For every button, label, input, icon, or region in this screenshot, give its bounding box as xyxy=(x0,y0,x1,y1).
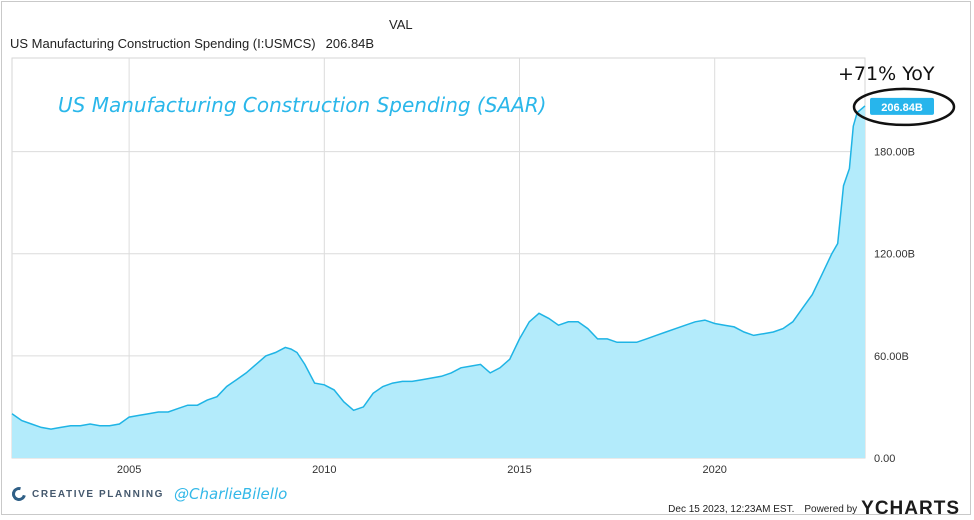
series-header: US Manufacturing Construction Spending (… xyxy=(10,36,374,51)
last-value-label: 206.84B xyxy=(881,102,923,114)
y-tick-label: 0.00 xyxy=(874,453,895,465)
timestamp: Dec 15 2023, 12:23AM EST. xyxy=(668,504,795,515)
chart-title: US Manufacturing Construction Spending (… xyxy=(58,93,547,117)
series-name: US Manufacturing Construction Spending (… xyxy=(10,36,316,51)
creative-planning-logo-icon xyxy=(9,484,29,504)
x-tick-label: 2020 xyxy=(702,464,726,476)
highlight-ellipse xyxy=(852,87,956,127)
y-tick-label: 60.00B xyxy=(874,351,909,363)
source-footer: Dec 15 2023, 12:23AM EST. Powered by YCH… xyxy=(668,496,960,519)
brand-footer: CREATIVE PLANNING @CharlieBilello xyxy=(9,484,288,504)
powered-by-label: Powered by xyxy=(804,504,858,515)
yoy-annotation: +71% YoY xyxy=(838,63,935,85)
x-tick-label: 2010 xyxy=(312,464,336,476)
author-handle: @CharlieBilello xyxy=(174,485,288,503)
x-tick-label: 2015 xyxy=(507,464,531,476)
y-tick-label: 180.00B xyxy=(874,147,915,159)
x-tick-label: 2005 xyxy=(117,464,141,476)
val-column-header: VAL xyxy=(389,17,413,32)
series-line xyxy=(11,105,866,430)
ycharts-logo: YCHARTS xyxy=(861,498,960,519)
last-value-flag xyxy=(870,97,934,115)
y-tick-label: 120.00B xyxy=(874,249,915,261)
series-area xyxy=(12,105,865,459)
series-value: 206.84B xyxy=(325,36,375,51)
brand-name: CREATIVE PLANNING xyxy=(32,488,165,500)
